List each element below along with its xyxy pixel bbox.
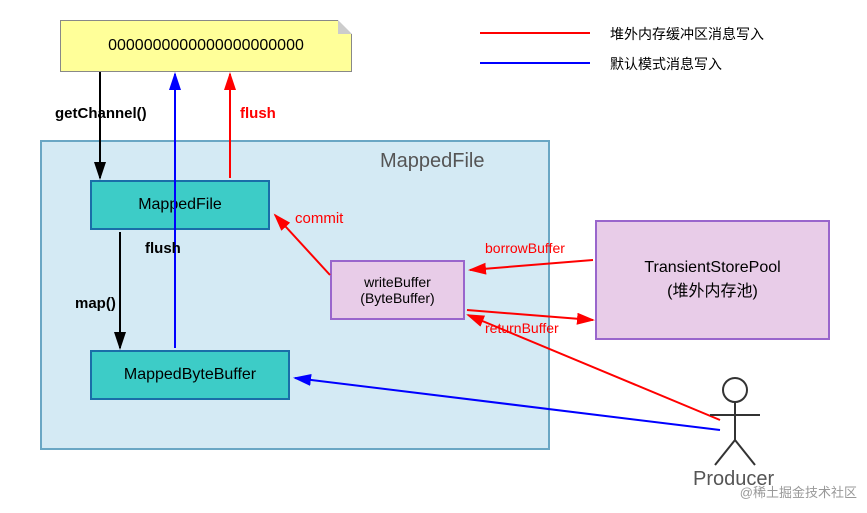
legend-blue-text: 默认模式消息写入: [610, 54, 722, 74]
label-commit: commit: [295, 210, 343, 227]
mappedfile-text: MappedFile: [138, 196, 222, 214]
container-title: MappedFile: [380, 150, 485, 173]
label-getchannel: getChannel(): [55, 105, 147, 122]
writebuffer-box: writeBuffer (ByteBuffer): [330, 260, 465, 320]
legend-red-text: 堆外内存缓冲区消息写入: [610, 24, 764, 44]
label-flush-red: flush: [240, 105, 276, 122]
writebuffer-line1: writeBuffer: [364, 274, 431, 290]
file-box: 0000000000000000000000: [60, 20, 352, 72]
file-content: 0000000000000000000000: [108, 37, 304, 55]
watermark: @稀土掘金技术社区: [740, 482, 857, 501]
transientpool-line2: (堆外内存池): [667, 277, 758, 301]
label-returnbuffer: returnBuffer: [485, 320, 559, 336]
writebuffer-line2: (ByteBuffer): [360, 290, 434, 306]
label-flush-black: flush: [145, 240, 181, 257]
producer-actor-icon: [710, 378, 760, 465]
mappedfile-box: MappedFile: [90, 180, 270, 230]
label-borrowbuffer: borrowBuffer: [485, 240, 565, 256]
mappedbytebuffer-text: MappedByteBuffer: [124, 366, 256, 384]
transientpool-line1: TransientStorePool: [644, 259, 780, 277]
mappedbytebuffer-box: MappedByteBuffer: [90, 350, 290, 400]
transientpool-box: TransientStorePool (堆外内存池): [595, 220, 830, 340]
label-map: map(): [75, 295, 116, 312]
